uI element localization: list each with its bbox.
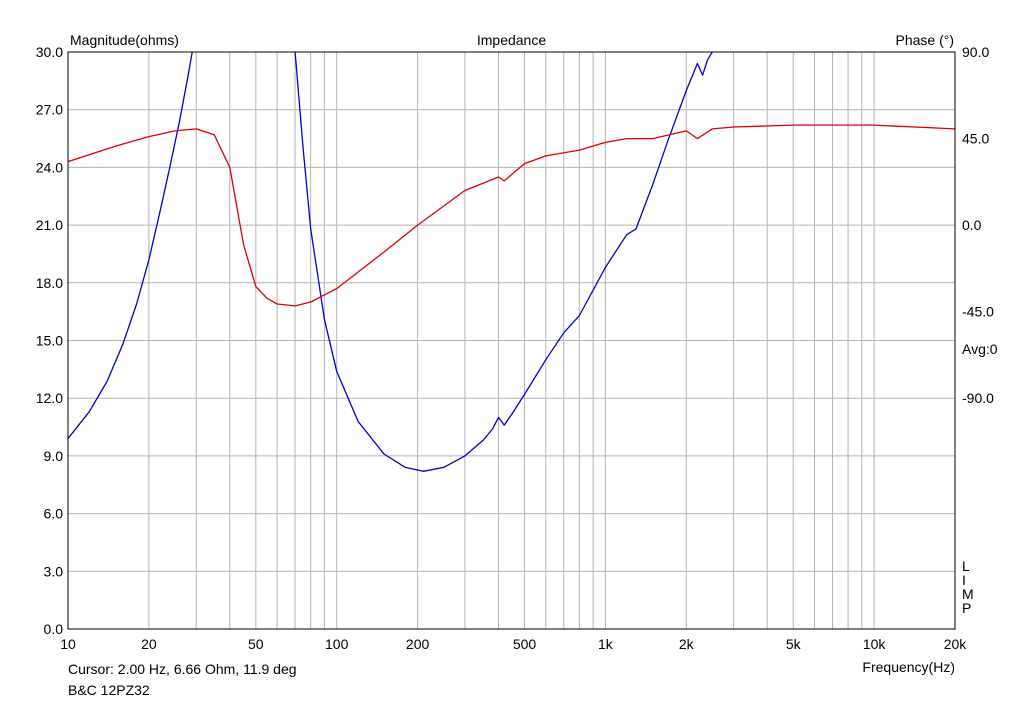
y-tick-label-left: 24.0 <box>36 159 63 175</box>
y-tick-label-left: 12.0 <box>36 390 63 406</box>
x-axis-label: Frequency(Hz) <box>862 659 955 675</box>
y-axis-label-right: Phase (°) <box>895 32 954 48</box>
avg-label: Avg:0 <box>962 341 998 357</box>
y-tick-label-left: 21.0 <box>36 217 63 233</box>
x-tick-label: 1k <box>598 636 614 652</box>
y-tick-label-right: 45.0 <box>962 131 989 147</box>
y-tick-label-right: -90.0 <box>962 390 994 406</box>
x-tick-label: 20k <box>944 636 968 652</box>
limp-letter: L <box>962 558 970 574</box>
phase-curve <box>68 124 955 307</box>
x-tick-label: 200 <box>406 636 430 652</box>
y-axis-label-left: Magnitude(ohms) <box>70 32 179 48</box>
y-tick-label-left: 30.0 <box>36 44 63 60</box>
limp-letter: M <box>962 586 974 602</box>
plot-border <box>67 51 956 630</box>
y-tick-label-left: 9.0 <box>44 448 64 464</box>
magnitude-curve <box>68 52 713 472</box>
x-tick-label: 500 <box>513 636 537 652</box>
model-label: B&C 12PZ32 <box>68 682 150 698</box>
y-tick-label-right: -45.0 <box>962 304 994 320</box>
x-tick-label: 100 <box>325 636 349 652</box>
y-tick-label-left: 3.0 <box>44 563 64 579</box>
chart-title: Impedance <box>477 32 546 48</box>
y-tick-label-left: 15.0 <box>36 333 63 349</box>
y-tick-label-right: 90.0 <box>962 44 989 60</box>
y-tick-label-left: 27.0 <box>36 102 63 118</box>
x-tick-label: 50 <box>248 636 264 652</box>
y-tick-label-left: 0.0 <box>44 621 64 637</box>
y-tick-label-right: 0.0 <box>962 217 982 233</box>
cursor-readout: Cursor: 2.00 Hz, 6.66 Ohm, 11.9 deg <box>68 661 297 677</box>
limp-letter: I <box>962 572 966 588</box>
x-tick-label: 2k <box>679 636 695 652</box>
limp-letter: P <box>962 600 971 616</box>
x-tick-label: 5k <box>786 636 802 652</box>
x-tick-label: 20 <box>141 636 157 652</box>
y-tick-label-left: 6.0 <box>44 506 64 522</box>
y-tick-label-left: 18.0 <box>36 275 63 291</box>
x-tick-label: 10 <box>60 636 76 652</box>
x-tick-label: 10k <box>863 636 887 652</box>
